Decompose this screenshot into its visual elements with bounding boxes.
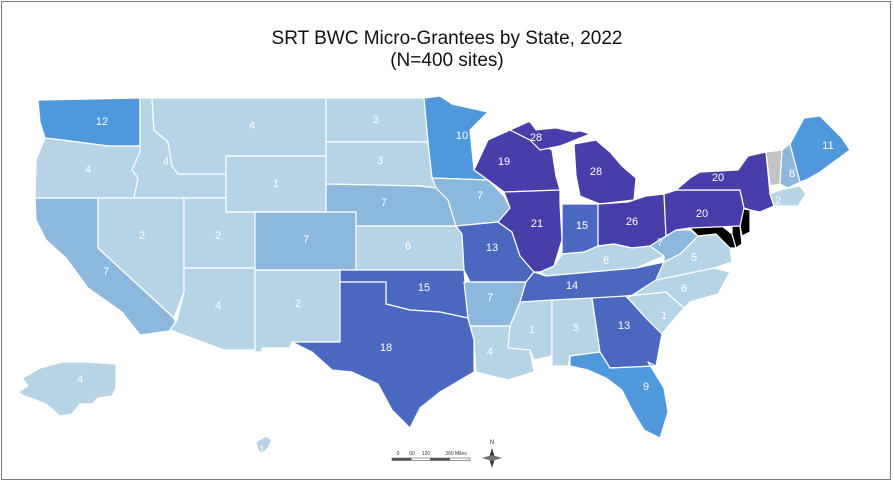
state-label-co: 7 <box>303 234 309 246</box>
state-label-ne: 7 <box>381 197 387 209</box>
state-label-wa: 12 <box>96 116 108 128</box>
state-label-hi: 1 <box>259 444 265 456</box>
state-label-ky: 6 <box>603 255 609 267</box>
state-label-ga: 13 <box>618 320 630 332</box>
state-nc[interactable] <box>625 267 731 309</box>
state-label-la: 4 <box>487 346 493 358</box>
scale-bar: 0 60 120 360 Miles <box>391 451 471 461</box>
state-ma-ct-ri[interactable] <box>769 185 807 207</box>
scale-tick-4: 360 Miles <box>445 451 467 457</box>
state-label-wy: 1 <box>273 178 279 190</box>
scale-tick-2: 120 <box>422 451 431 457</box>
state-label-ok: 15 <box>418 282 430 294</box>
state-label-va: 5 <box>691 252 697 264</box>
state-label-mi: 28 <box>590 166 602 178</box>
state-nm[interactable] <box>254 269 341 353</box>
state-label-ms: 1 <box>529 324 535 336</box>
state-nh[interactable] <box>779 143 801 189</box>
map-subtitle: (N=400 sites) <box>390 50 504 71</box>
state-label-tn: 14 <box>566 280 578 292</box>
state-label-ks: 6 <box>405 240 411 252</box>
state-label-al: 5 <box>573 322 579 334</box>
lake-michigan <box>555 145 581 201</box>
state-label-or: 4 <box>85 164 91 176</box>
state-mi[interactable] <box>573 139 637 205</box>
state-label-nv: 2 <box>139 230 145 242</box>
state-label-az: 4 <box>215 300 221 312</box>
map-title: SRT BWC Micro-Grantees by State, 2022 <box>271 28 623 49</box>
state-label-wv: 7 <box>657 237 663 249</box>
state-label-oh: 26 <box>626 216 638 228</box>
state-md[interactable] <box>689 225 737 249</box>
state-label-ny: 20 <box>712 172 724 184</box>
state-label-sd: 3 <box>377 155 383 167</box>
state-nv[interactable] <box>97 197 185 319</box>
state-label-nesmall: 2 <box>775 195 781 207</box>
state-tx[interactable] <box>291 281 475 429</box>
state-label-wi: 19 <box>498 156 510 168</box>
state-label-fl: 9 <box>643 381 649 393</box>
state-fl[interactable] <box>569 351 669 439</box>
state-hi[interactable] <box>255 435 273 455</box>
state-me[interactable] <box>789 115 851 183</box>
state-label-nd: 3 <box>373 114 379 126</box>
state-label-ut: 2 <box>215 230 221 242</box>
state-label-sc: 1 <box>661 310 667 322</box>
state-label-mt: 4 <box>249 120 255 132</box>
state-ak[interactable] <box>17 361 117 417</box>
state-label-in: 15 <box>576 220 588 232</box>
state-label-pa: 20 <box>696 208 708 220</box>
north-arrow: N <box>482 440 502 468</box>
state-label-tx: 18 <box>380 342 392 354</box>
state-label-ca: 7 <box>103 266 109 278</box>
state-label-ia: 7 <box>477 190 483 202</box>
state-label-mn: 10 <box>456 130 468 142</box>
state-mn[interactable] <box>423 95 489 181</box>
scale-tick-0: 0 <box>397 451 400 457</box>
state-label-il: 21 <box>531 218 543 230</box>
state-label-nm: 2 <box>295 298 301 310</box>
state-label-ak: 4 <box>77 374 83 386</box>
state-label-id: 4 <box>163 156 169 168</box>
state-label-nh: 8 <box>789 168 795 180</box>
state-label-mo: 13 <box>486 242 498 254</box>
state-label-up: 28 <box>530 132 542 144</box>
scale-tick-1: 60 <box>409 451 415 457</box>
state-label-nc: 6 <box>681 283 687 295</box>
state-label-me: 11 <box>822 140 833 152</box>
state-label-ar: 7 <box>487 292 493 304</box>
state-il[interactable] <box>497 189 563 273</box>
lake-superior <box>529 113 598 133</box>
north-label: N <box>490 440 494 446</box>
